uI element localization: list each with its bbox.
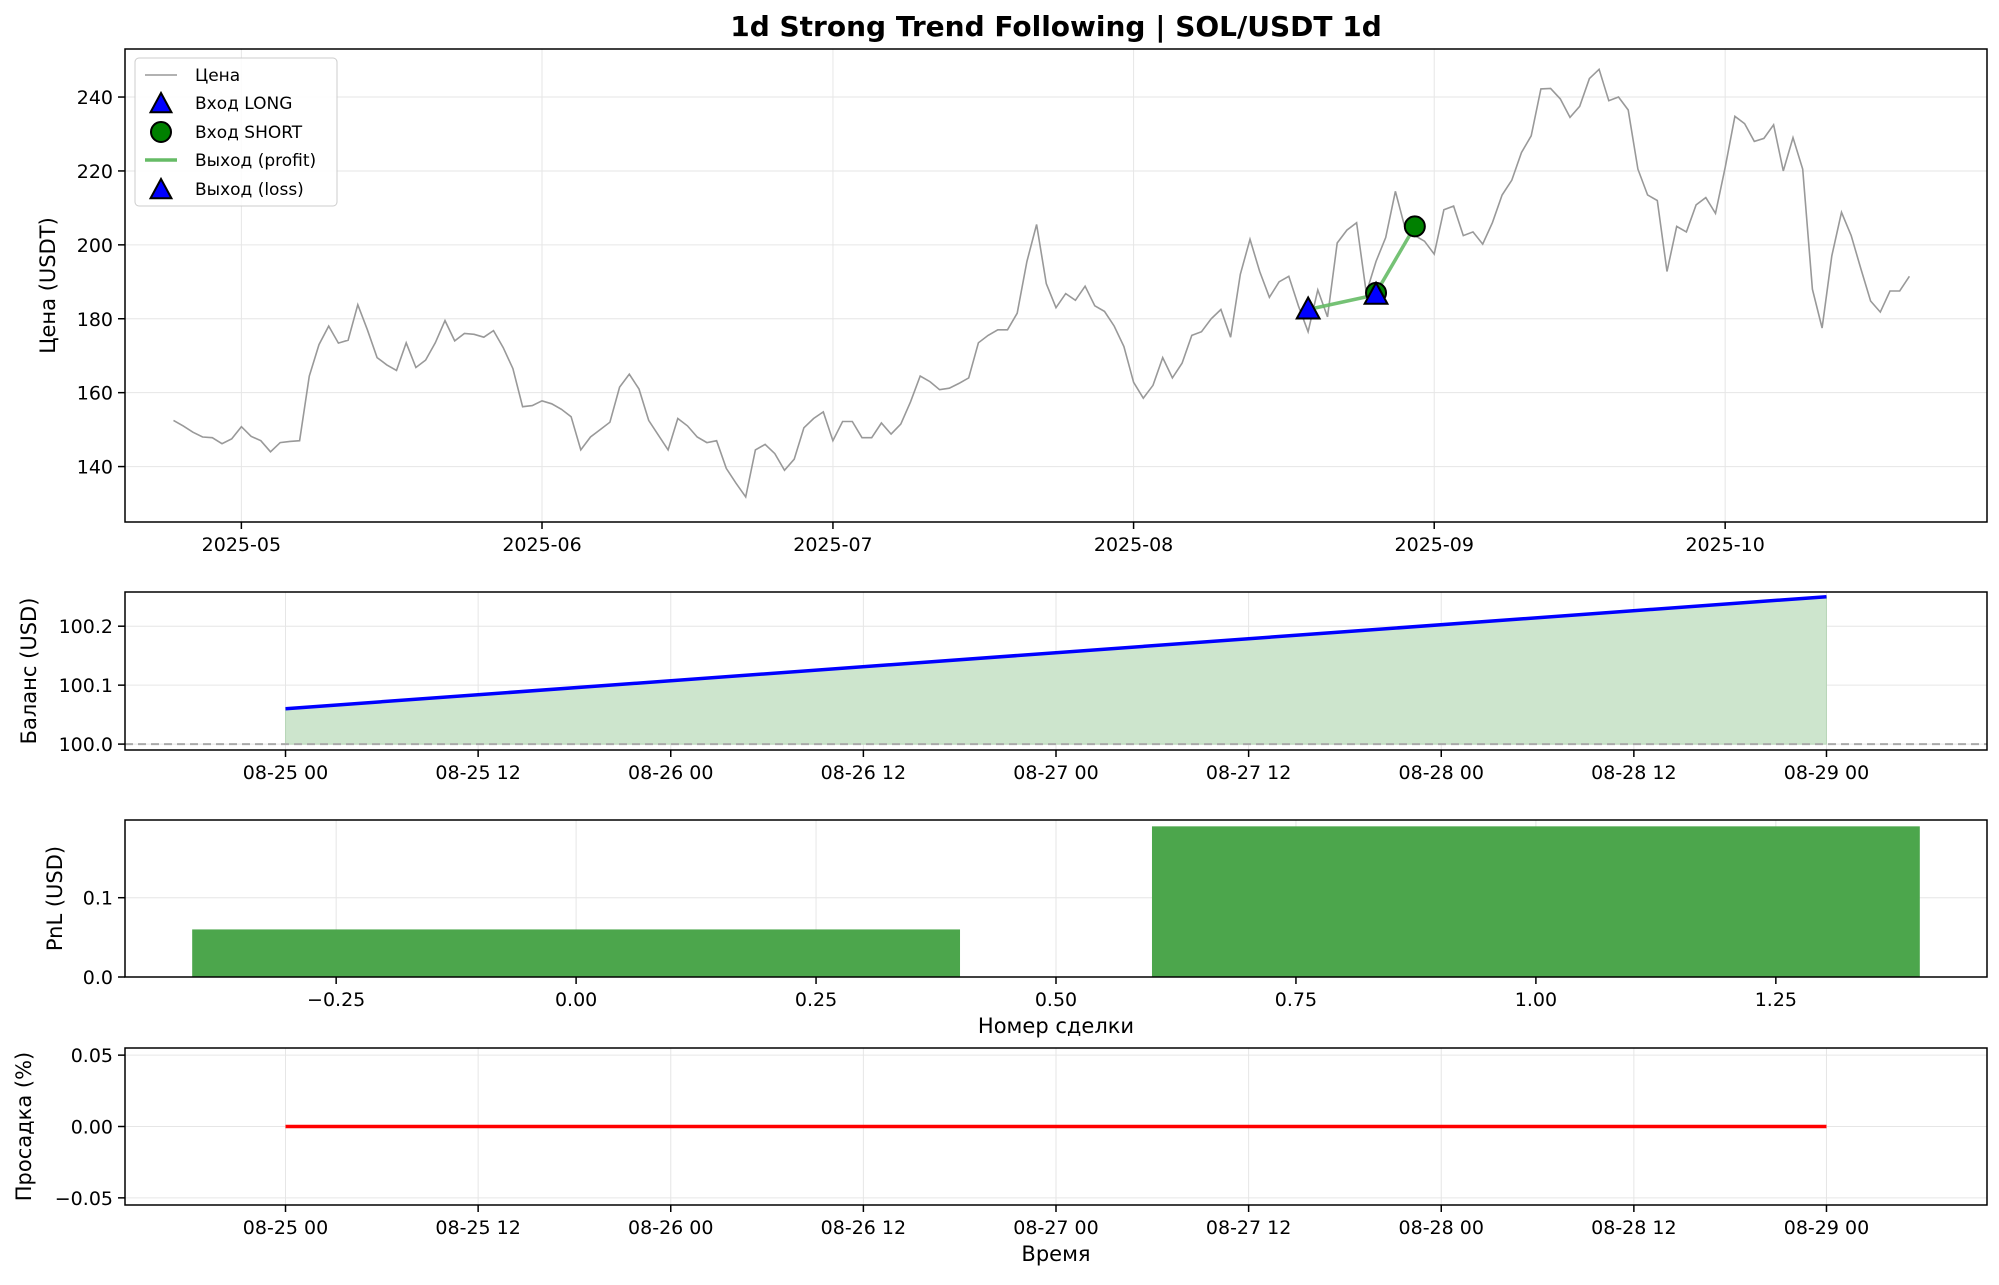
balance-plot-frame [124, 591, 1988, 751]
price-x-tick-label: 2025-06 [502, 534, 581, 556]
drawdown-y-tick-label: 0.05 [71, 1045, 113, 1067]
balance-x-tick-label: 08-26 12 [821, 762, 906, 784]
pnl-plot-frame [124, 819, 1988, 978]
balance-x-tick-label: 08-26 00 [628, 762, 713, 784]
drawdown-x-tick-label: 08-28 12 [1591, 1217, 1676, 1239]
pnl-x-tick-label: 0.00 [555, 989, 597, 1011]
balance-x-tick-label: 08-28 00 [1399, 762, 1484, 784]
short-entry-marker [1403, 215, 1426, 238]
drawdown-x-tick-label: 08-27 12 [1206, 1217, 1291, 1239]
drawdown-x-tick-label: 08-26 12 [821, 1217, 906, 1239]
legend-exit-loss-swatch [148, 176, 174, 200]
chart-layer: 2025-05 2025-06 2025-07 2025-08 2025-09 2025-… [12, 48, 1988, 1266]
pnl-x-tick-label: 1.00 [1515, 989, 1557, 1011]
balance-x-tick-label: 08-27 12 [1206, 762, 1291, 784]
drawdown-y-axis-label: Просадка (%) [12, 1052, 36, 1201]
pnl-x-tick-label: 1.25 [1755, 989, 1797, 1011]
pnl-x-tick-label: 0.25 [795, 989, 837, 1011]
drawdown-x-tick-label: 08-28 00 [1399, 1217, 1484, 1239]
legend-label: Выход (profit) [195, 151, 316, 171]
legend-label: Вход LONG [195, 94, 292, 114]
drawdown-axes: 08-25 00 08-25 12 08-26 00 08-26 12 08-27 00… [12, 1045, 1987, 1266]
pnl-bar [1151, 826, 1920, 977]
price-y-axis-label: Цена (USDT) [36, 217, 60, 354]
pnl-bar [192, 929, 961, 977]
exit-loss-marker [1362, 280, 1390, 305]
drawdown-y-tick-label: 0.00 [71, 1117, 113, 1139]
legend-label: Вход SHORT [195, 123, 303, 143]
drawdown-x-tick-label: 08-29 00 [1784, 1217, 1869, 1239]
price-y-tick-label: 200 [77, 235, 113, 257]
price-y-tick-label: 160 [77, 383, 113, 405]
drawdown-x-axis-label: Время [1021, 1242, 1090, 1266]
balance-y-tick-label: 100.1 [59, 675, 113, 697]
drawdown-y-tick-label: −0.05 [55, 1188, 113, 1210]
price-x-tick-label: 2025-09 [1395, 534, 1474, 556]
balance-line [285, 594, 1827, 711]
balance-y-axis-label: Баланс (USD) [17, 598, 41, 745]
price-axes: 2025-05 2025-06 2025-07 2025-08 2025-09 2025-… [36, 49, 1987, 556]
drawdown-x-tick-label: 08-27 00 [1013, 1217, 1098, 1239]
price-x-tick-label: 2025-07 [793, 534, 872, 556]
price-series-line [173, 67, 1911, 499]
balance-y-tick-label: 100.0 [59, 734, 113, 756]
drawdown-x-tick-label: 08-25 00 [243, 1217, 328, 1239]
drawdown-x-tick-label: 08-26 00 [628, 1217, 713, 1239]
price-y-tick-label: 220 [77, 161, 113, 183]
price-plot-frame [124, 48, 1988, 523]
drawdown-x-tick-label: 08-25 12 [435, 1217, 520, 1239]
pnl-y-axis-label: PnL (USD) [43, 846, 67, 951]
legend-label: Цена [195, 66, 240, 86]
price-legend: Цена Вход LONG Вход SHORT Выход (profit) Вых… [134, 57, 338, 207]
price-y-tick-label: 180 [77, 309, 113, 331]
exit-profit-trade-line [1374, 225, 1417, 294]
exit-profit-trade-line [1307, 293, 1377, 312]
pnl-y-tick-label: 0.0 [83, 967, 113, 989]
balance-x-tick-label: 08-25 00 [243, 762, 328, 784]
balance-x-tick-label: 08-29 00 [1784, 762, 1869, 784]
pnl-y-tick-label: 0.1 [83, 888, 113, 910]
legend-short-swatch [150, 121, 172, 143]
price-y-tick-label: 240 [77, 87, 113, 109]
balance-y-tick-label: 100.2 [59, 616, 113, 638]
legend-box [134, 57, 338, 207]
pnl-x-tick-label: 0.75 [1275, 989, 1317, 1011]
legend-long-swatch [148, 90, 174, 114]
pnl-x-axis-label: Номер сделки [978, 1014, 1134, 1038]
price-x-tick-label: 2025-05 [202, 534, 281, 556]
balance-x-tick-label: 08-28 12 [1591, 762, 1676, 784]
price-x-tick-label: 2025-08 [1094, 534, 1173, 556]
price-x-tick-label: 2025-10 [1685, 534, 1764, 556]
legend-label: Выход (loss) [195, 180, 304, 200]
pnl-x-tick-label: 0.50 [1035, 989, 1077, 1011]
pnl-x-tick-label: −0.25 [307, 989, 365, 1011]
balance-x-tick-label: 08-27 00 [1013, 762, 1098, 784]
drawdown-plot-frame [124, 1047, 1988, 1206]
long-entry-marker [1295, 295, 1322, 320]
figure-title: 1d Strong Trend Following | SOL/USDT 1d [730, 10, 1382, 43]
balance-x-tick-label: 08-25 12 [435, 762, 520, 784]
balance-axes: 08-25 00 08-25 12 08-26 00 08-26 12 08-27 00… [17, 592, 1987, 784]
price-y-tick-label: 140 [77, 457, 113, 479]
